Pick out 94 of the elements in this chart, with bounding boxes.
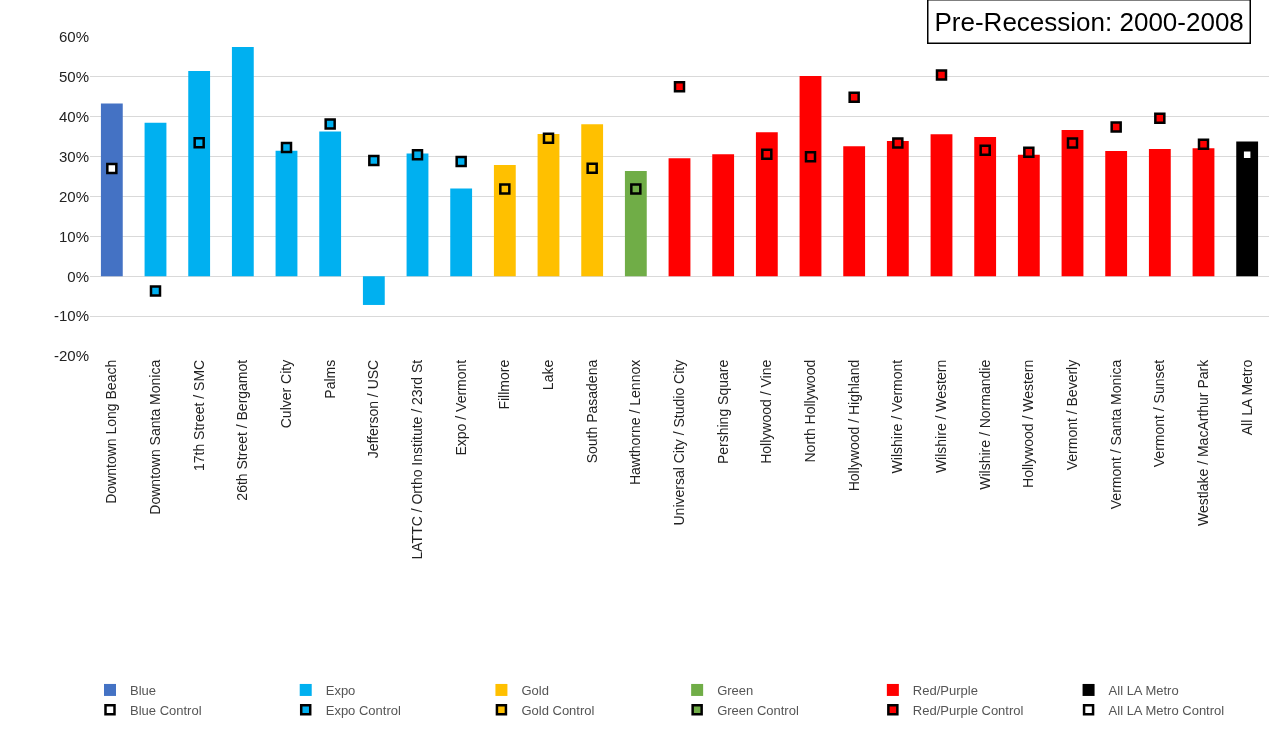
bar [450, 188, 473, 277]
bar [1105, 151, 1128, 277]
legend-label: Red/Purple [912, 683, 978, 699]
x-tick-label: Downtown Santa Monica [147, 359, 164, 515]
bar [974, 137, 997, 277]
y-tick-label: -20% [53, 347, 89, 365]
x-tick-label: Culver City [278, 359, 295, 429]
y-tick-label: 60% [58, 28, 89, 46]
legend-label: Blue Control [130, 702, 202, 718]
x-tick-label: LATTC / Ortho Institute / 23rd St [409, 359, 426, 560]
bar [1148, 149, 1171, 277]
bar [1061, 129, 1084, 277]
legend-label: All LA Metro [1108, 683, 1179, 699]
x-tick-label: Vermont / Beverly [1064, 359, 1081, 471]
bar [755, 132, 778, 277]
x-tick-label: North Hollywood [802, 359, 819, 463]
point [1154, 112, 1166, 125]
bar [1236, 141, 1259, 277]
point [848, 91, 860, 103]
x-tick-label: Jefferson / USC [365, 359, 382, 459]
y-tick-label: 0% [67, 267, 89, 285]
point [1197, 138, 1210, 151]
point [455, 155, 467, 168]
legend-label: All LA Metro Control [1108, 702, 1225, 718]
bar [668, 158, 691, 277]
x-tick-label: South Pasadena [583, 359, 600, 464]
y-tick-label: 30% [58, 147, 89, 165]
x-tick-label: Vermont / Sunset [1151, 359, 1168, 468]
bar [231, 46, 254, 277]
point [280, 141, 293, 154]
x-tick-label: Universal City / Studio City [671, 359, 688, 526]
x-tick-label: Expo / Vermont [452, 359, 469, 456]
point [411, 148, 424, 161]
point [630, 183, 642, 195]
point [193, 136, 205, 149]
point [935, 69, 948, 81]
point [761, 148, 773, 160]
point [499, 183, 511, 195]
point [1023, 146, 1035, 158]
bar [581, 124, 604, 277]
point [804, 150, 817, 163]
chart-title: Pre-Recession: 2000-2008 [934, 6, 1244, 37]
bar [624, 170, 647, 277]
x-tick-label: Westlake / MacArthur Park [1195, 358, 1212, 527]
y-tick-label: 20% [58, 187, 89, 205]
legend-label: Expo [325, 683, 356, 699]
bar [537, 133, 560, 277]
bar [930, 134, 953, 277]
x-tick-label: Wilshire / Western [933, 359, 950, 474]
x-tick-label: Hawthorne / Lennox [627, 359, 644, 486]
x-tick-label: Pershing Square [714, 359, 731, 465]
bar [843, 146, 866, 277]
point [324, 118, 336, 130]
bar [712, 154, 735, 277]
bar [144, 122, 167, 277]
x-tick-label: Lake [540, 359, 557, 391]
legend-label: Green [717, 683, 754, 699]
point [979, 144, 991, 156]
x-tick-label: Wilshire / Vermont [889, 359, 906, 474]
point [149, 285, 162, 297]
x-tick-label: Palms [321, 359, 338, 399]
y-tick-label: -10% [53, 307, 89, 325]
y-tick-label: 40% [58, 108, 89, 125]
point [1066, 137, 1079, 149]
bar [100, 103, 123, 277]
point [368, 154, 380, 167]
legend-label: Gold [521, 683, 549, 699]
point [586, 162, 598, 174]
x-tick-label: Downtown Long Beach [103, 359, 120, 504]
x-tick-label: Hollywood / Vine [758, 359, 775, 464]
legend-label: Blue [130, 683, 157, 699]
x-tick-label: Wilshire / Normandie [976, 359, 993, 490]
x-tick-label: Hollywood / Highland [845, 359, 862, 492]
x-tick-label: All LA Metro [1238, 359, 1255, 436]
y-tick-label: 50% [58, 68, 89, 86]
legend-label: Expo Control [325, 702, 401, 718]
point [106, 162, 118, 175]
x-tick-label: 17th Street / SMC [190, 359, 207, 472]
bar [362, 276, 385, 305]
point [892, 137, 904, 149]
x-tick-label: Vermont / Santa Monica [1107, 359, 1124, 510]
legend-label: Red/Purple Control [912, 702, 1024, 718]
x-tick-label: Fillmore [496, 359, 513, 410]
x-tick-label: Hollywood / Western [1020, 359, 1037, 488]
point [673, 81, 686, 93]
legend-label: Gold Control [521, 702, 595, 718]
point [542, 132, 555, 145]
point [1110, 121, 1122, 133]
legend-label: Green Control [717, 702, 799, 718]
y-tick-label: 10% [58, 227, 89, 245]
bar [493, 165, 516, 277]
bar [188, 70, 211, 277]
bar [799, 76, 822, 277]
x-tick-label: 26th Street / Bergamot [234, 359, 251, 501]
